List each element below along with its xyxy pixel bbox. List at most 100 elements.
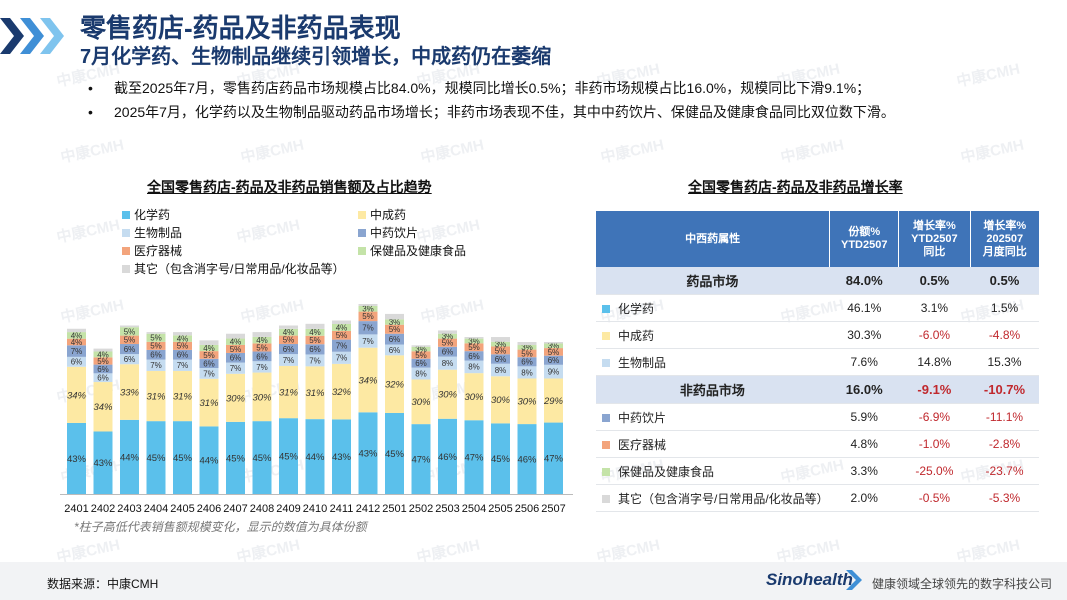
data-label: 4% <box>283 328 295 337</box>
bar-segment <box>358 311 378 322</box>
bar-segment <box>279 328 298 336</box>
data-label: 4% <box>336 323 348 332</box>
data-label: 4% <box>71 338 83 347</box>
bar-group: 44%33%6%6%5%5% <box>120 325 140 494</box>
growth-table: 中西药属性 份额% YTD2507 增长率% YTD2507 同比 增长率% 20250… <box>596 211 1039 512</box>
data-label: 31% <box>146 391 166 402</box>
bar-segment <box>332 363 351 420</box>
row-label: 生物制品 <box>596 348 830 376</box>
bar-segment <box>358 305 378 312</box>
chart-legend: 化学药 中成药 生物制品 中药饮片 医疗器械 保健品及健康食品 其它（包含消字号/日常用品/… <box>122 206 502 280</box>
data-label: 3% <box>442 332 454 341</box>
bar-segment <box>438 330 457 334</box>
bar-segment <box>385 333 404 345</box>
bar-segment <box>544 422 563 494</box>
x-tick-label: 2412 <box>356 503 380 515</box>
bar-segment <box>464 360 484 374</box>
data-label: 7% <box>256 363 268 372</box>
bar-segment <box>146 332 166 334</box>
table-row: 其它（包含消字号/日常用品/化妆品等） 2.0% -0.5% -5.3% <box>596 484 1039 512</box>
data-label: 6% <box>309 345 321 354</box>
data-label: 4% <box>177 334 189 343</box>
data-label: 5% <box>548 348 560 357</box>
data-label: 45% <box>385 449 405 460</box>
bar-group: 47%30%8%6%5%3% <box>464 337 484 494</box>
bar-group: 44% 31% 7%6%5%4% <box>199 340 219 494</box>
ytd-growth-cell: 3.1% <box>898 294 970 322</box>
bar-segment <box>67 366 86 423</box>
legend-swatch <box>122 211 130 219</box>
ytd-growth-cell: 0.5% <box>898 267 970 295</box>
row-label: 化学药 <box>596 294 830 322</box>
bar-segment <box>173 332 192 336</box>
ytd-growth-cell: -6.0% <box>898 321 970 349</box>
row-label: 保健品及健康食品 <box>596 457 830 485</box>
bar-segment <box>146 349 166 360</box>
x-tick-label: 2504 <box>462 503 486 515</box>
bar-segment <box>305 335 325 345</box>
table-row: 医疗器械 4.8% -1.0% -2.8% <box>596 430 1039 458</box>
bar-segment <box>146 421 166 494</box>
share-cell: 3.3% <box>829 457 899 485</box>
table-row: 保健品及健康食品 3.3% -25.0% -23.7% <box>596 457 1039 485</box>
row-swatch <box>602 358 610 367</box>
bar-group: 43%34%6%7%4%4% <box>67 328 87 494</box>
legend-label: 其它（包含消字号/日常用品/化妆品等） <box>134 262 345 276</box>
bar-segment <box>93 351 113 358</box>
bar-segment <box>199 351 219 359</box>
data-label: 3% <box>389 318 401 327</box>
data-label: 45% <box>252 453 272 464</box>
bar-segment <box>173 335 192 342</box>
row-swatch <box>602 494 610 503</box>
x-tick-label: 2408 <box>250 503 274 515</box>
page-subtitle: 7月化学药、生物制品继续引领增长，中成药仍在萎缩 <box>80 46 552 68</box>
bullet-text: 截至2025年7月，零售药店药品市场规模占比84.0%，规模同比增长0.5%；非… <box>114 80 871 96</box>
data-label: 5% <box>495 346 507 355</box>
bar-group: 43% 32% 7% 7% 5%4% <box>332 320 352 494</box>
bar-segment <box>438 369 457 419</box>
data-label: 6% <box>521 358 533 367</box>
legend-item: 生物制品 <box>122 224 182 241</box>
data-label: 3% <box>468 337 480 346</box>
data-label: 32% <box>332 387 352 398</box>
chart-footnote: *柱子高低代表销售额规模变化，显示的数值为具体份额 <box>74 520 367 534</box>
bar-segment <box>491 341 510 347</box>
bar-segment <box>517 378 537 425</box>
x-tick-label: 2506 <box>515 503 539 515</box>
data-label: 5% <box>230 345 242 354</box>
bar-segment <box>385 319 404 325</box>
share-cell: 30.3% <box>829 321 899 349</box>
table-row: 中药饮片 5.9% -6.9% -11.1% <box>596 403 1039 431</box>
data-label: 7% <box>336 342 348 351</box>
month-growth-cell: -5.3% <box>970 484 1039 512</box>
bar-group: 47%30%8%6%5%3% <box>411 345 431 494</box>
bar-segment <box>544 378 563 423</box>
data-label: 5% <box>177 342 189 351</box>
bar-segment <box>332 419 351 494</box>
bar-segment <box>120 327 139 336</box>
data-label: 6% <box>548 356 560 365</box>
bar-segment <box>67 332 86 339</box>
data-label: 43% <box>93 458 113 469</box>
bar-segment <box>120 354 139 365</box>
data-label: 6% <box>283 345 295 354</box>
bar-segment <box>358 334 378 348</box>
data-label: 4% <box>203 344 215 353</box>
month-growth-cell: -11.1% <box>970 403 1039 431</box>
month-growth-cell: 15.3% <box>970 348 1039 376</box>
bar-segment <box>279 354 298 366</box>
legend-item: 其它（包含消字号/日常用品/化妆品等） <box>122 260 345 277</box>
data-label: 5% <box>97 357 109 366</box>
x-tick-label: 2503 <box>435 503 459 515</box>
sinohealth-logo: Sinohealth <box>766 570 853 589</box>
data-label: 6% <box>495 355 507 364</box>
row-swatch <box>602 440 610 449</box>
bar-segment <box>199 340 219 345</box>
legend-label: 生物制品 <box>134 226 183 240</box>
growth-table-body: 药品市场 84.0% 0.5% 0.5% 化学药 46.1% 3.1% 1.5% 中成药 30.3… <box>596 267 1039 512</box>
bar-segment <box>358 304 378 306</box>
bar-group: 43% 34% 7% 7% 5%3% <box>358 304 378 494</box>
data-label: 33% <box>120 387 140 398</box>
bar-group: 45%31%7%6%5%5% <box>146 332 166 494</box>
bullet-item: • 2025年7月，化学药以及生物制品驱动药品市场增长；非药市场表现不佳，其中中药… <box>88 100 1048 124</box>
